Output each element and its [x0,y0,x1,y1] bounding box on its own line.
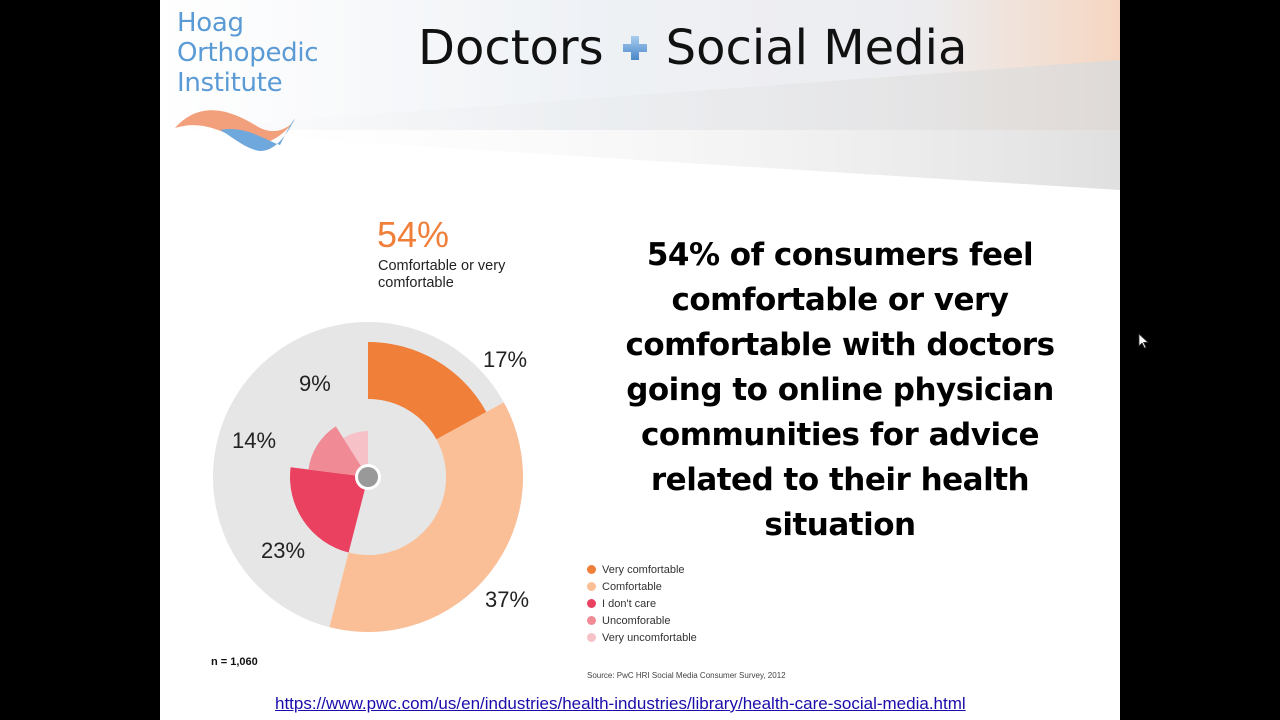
plus-icon [622,36,647,60]
sample-size: n = 1,060 [211,656,258,668]
legend-label: Comfortable [602,580,662,593]
legend-item: Very comfortable [587,561,697,578]
cursor-icon [1138,333,1150,349]
legend-item: Very uncomfortable [587,629,697,646]
legend-label: I don't care [602,597,657,610]
legend-swatch [587,565,596,574]
slide-title: Doctors Social Media [418,20,967,76]
value-label: 9% [299,371,331,396]
title-left: Doctors [418,20,604,76]
title-right: Social Media [665,20,968,76]
slice-comfortable [329,402,523,632]
value-label: 17% [483,347,528,372]
legend-swatch [587,616,596,625]
source-note: Source: PwC HRI Social Media Consumer Su… [587,671,786,680]
logo: Hoag Orthopedic Institute [177,8,319,98]
inner-hole [368,399,446,555]
legend-label: Uncomforable [602,614,671,627]
logo-line: Institute [177,68,283,98]
value-label: 23% [261,538,306,563]
slice-uncomforable [308,426,368,477]
legend-swatch [587,599,596,608]
legend-swatch [587,582,596,591]
donut-chart [213,322,523,632]
slice-i-don-t-care [290,467,368,553]
statement-text: 54% of consumers feel comfortable or ver… [625,237,1055,543]
value-label: 37% [485,587,530,612]
legend: Very comfortable Comfortable I don't car… [587,561,697,646]
legend-label: Very comfortable [602,563,685,576]
header-background [160,0,1120,190]
logo-line: Orthopedic [177,38,319,68]
headline-value: 54% [377,214,450,255]
headline-label: Comfortable or very comfortable [378,258,506,291]
legend-item: Uncomforable [587,612,697,629]
legend-label: Very uncomfortable [602,631,697,644]
logo-line: Hoag [177,8,244,38]
slice-very-uncomfortable [343,431,368,477]
source-link[interactable]: https://www.pwc.com/us/en/industries/hea… [275,694,966,713]
value-label: 14% [232,428,277,453]
slide: Hoag Orthopedic Institute Doctors Social… [160,0,1120,720]
center-dot-inner [358,467,378,487]
legend-swatch [587,633,596,642]
legend-item: Comfortable [587,578,697,595]
legend-item: I don't care [587,595,697,612]
slice-very-comfortable [368,342,487,440]
